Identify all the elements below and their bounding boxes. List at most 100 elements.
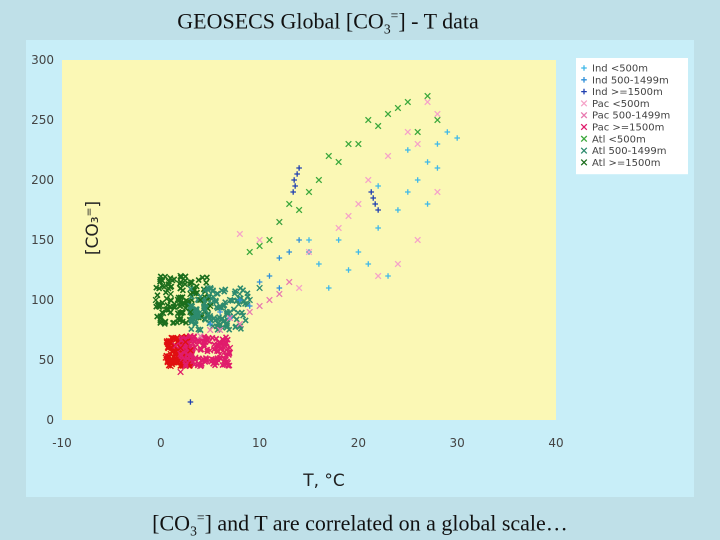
data-point-3 xyxy=(414,236,421,244)
cluster-point-0 xyxy=(177,294,184,301)
data-point-8 xyxy=(177,284,184,292)
cluster-point-1 xyxy=(204,284,211,292)
cluster-point-3 xyxy=(202,358,209,366)
data-point-5 xyxy=(182,362,189,370)
cluster-point-1 xyxy=(187,285,194,292)
data-point-1 xyxy=(217,309,223,315)
data-point-6 xyxy=(424,92,431,100)
cluster-point-1 xyxy=(223,321,230,329)
data-point-0 xyxy=(444,129,451,135)
data-points xyxy=(152,92,460,405)
data-point-3 xyxy=(384,152,392,160)
data-point-1 xyxy=(266,273,273,279)
data-point-6 xyxy=(404,98,412,106)
data-point-1 xyxy=(276,285,283,291)
x-tick-label: 0 xyxy=(157,436,165,450)
data-point-7 xyxy=(197,326,204,334)
data-point-7 xyxy=(226,308,234,316)
data-point-4 xyxy=(246,308,253,316)
y-tick-label: 50 xyxy=(39,353,54,367)
legend-marker xyxy=(580,159,588,166)
data-point-3 xyxy=(295,284,303,292)
cluster-point-1 xyxy=(210,293,217,300)
data-point-0 xyxy=(355,249,362,255)
cluster-point-0 xyxy=(195,277,202,284)
data-point-5 xyxy=(206,347,214,354)
cluster-point-3 xyxy=(197,346,204,353)
data-point-0 xyxy=(454,135,460,141)
data-point-5 xyxy=(216,350,224,358)
data-point-9 xyxy=(182,338,189,346)
legend-marker xyxy=(580,123,588,131)
data-point-3 xyxy=(335,224,342,232)
cluster-point-3 xyxy=(215,339,222,346)
data-point-6 xyxy=(374,122,382,130)
scatter-chart: 0 50 100 150 200 250 300 -10 0 10 20 30 40 Ind <500m… xyxy=(31,53,688,491)
cluster-point-0 xyxy=(203,279,210,286)
legend-marker xyxy=(580,135,588,143)
data-point-2 xyxy=(294,171,300,177)
cluster-point-0 xyxy=(165,285,172,292)
data-point-0 xyxy=(385,273,391,279)
cluster-point-1 xyxy=(238,309,245,316)
cluster-point-0 xyxy=(157,313,164,320)
cluster-point-3 xyxy=(190,338,198,345)
data-point-4 xyxy=(266,296,273,304)
y-tick-label: 100 xyxy=(31,293,54,307)
data-point-0 xyxy=(434,141,441,147)
legend-label: Atl 500-1499m xyxy=(592,146,666,157)
data-point-3 xyxy=(305,248,313,256)
data-point-8 xyxy=(187,290,194,298)
data-point-7 xyxy=(187,302,194,310)
data-point-5 xyxy=(177,368,184,376)
data-point-3 xyxy=(404,128,412,136)
data-point-5 xyxy=(192,354,199,361)
data-point-8 xyxy=(167,296,174,304)
cluster-point-2 xyxy=(169,335,176,342)
data-point-4 xyxy=(216,326,224,334)
data-point-0 xyxy=(335,237,342,243)
data-point-5 xyxy=(202,338,209,346)
y-tick-label: 250 xyxy=(31,113,54,127)
data-point-7 xyxy=(216,302,224,310)
axis-ticks: 0 50 100 150 200 250 300 -10 0 10 20 30 40 xyxy=(31,53,564,450)
y-tick-label: 150 xyxy=(31,233,54,247)
legend-label: Atl >=1500m xyxy=(592,158,661,169)
data-point-6 xyxy=(414,128,421,136)
cluster-point-0 xyxy=(161,320,168,328)
cluster-point-1 xyxy=(188,319,195,326)
data-point-7 xyxy=(216,320,224,328)
data-point-7 xyxy=(256,284,263,292)
x-tick-label: 20 xyxy=(351,436,366,450)
cluster-point-0 xyxy=(187,281,194,288)
cluster-point-3 xyxy=(221,355,228,362)
legend-marker xyxy=(580,100,588,107)
legend-label: Pac 500-1499m xyxy=(592,111,670,122)
y-axis-label: [CO₃⁼] xyxy=(83,201,103,255)
data-point-7 xyxy=(206,284,214,292)
data-point-8 xyxy=(167,290,174,298)
data-point-0 xyxy=(424,159,431,165)
chart-frame: 0 50 100 150 200 250 300 -10 0 10 20 30 40 Ind <500m… xyxy=(26,40,694,497)
data-point-9 xyxy=(167,362,174,370)
data-point-9 xyxy=(177,359,184,366)
data-point-1 xyxy=(286,249,293,255)
data-point-3 xyxy=(345,212,352,220)
cluster-point-0 xyxy=(156,285,163,292)
legend-label: Ind 500-1499m xyxy=(592,75,669,86)
data-point-1 xyxy=(207,321,213,327)
data-point-5 xyxy=(197,362,204,370)
cluster-point-1 xyxy=(237,285,244,292)
data-point-6 xyxy=(335,158,342,166)
data-point-6 xyxy=(384,110,392,118)
data-point-6 xyxy=(315,176,323,184)
data-point-3 xyxy=(365,176,372,184)
data-point-0 xyxy=(345,267,352,273)
legend-marker xyxy=(581,88,587,95)
cluster-point-1 xyxy=(192,320,199,328)
cluster-point-1 xyxy=(241,297,248,305)
data-point-5 xyxy=(187,332,194,340)
data-point-3 xyxy=(424,98,431,106)
cluster-point-0 xyxy=(174,310,181,317)
cluster-point-3 xyxy=(195,338,202,345)
